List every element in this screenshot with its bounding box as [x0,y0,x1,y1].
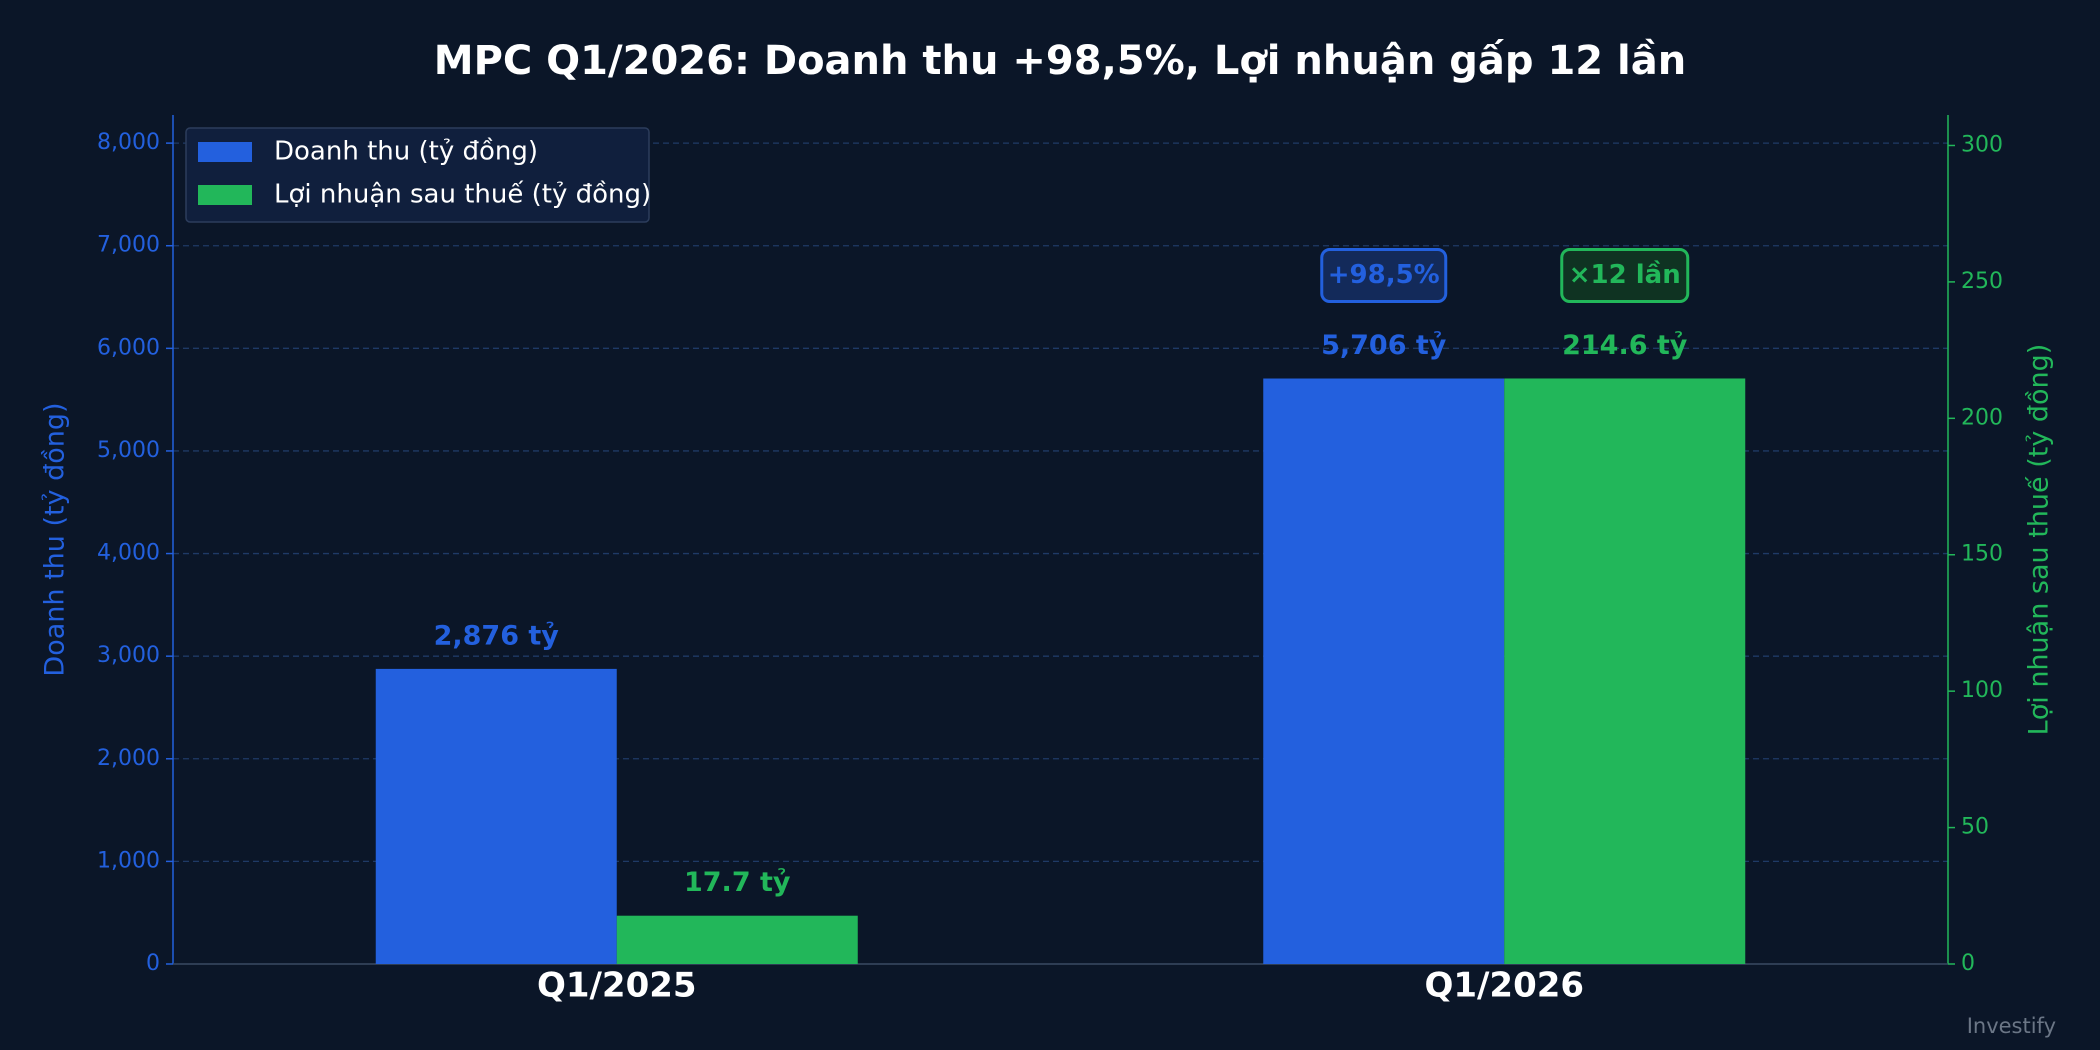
y2-tick-label: 50 [1961,815,1989,840]
bar [616,915,858,964]
y2-tick-label: 250 [1961,269,2003,294]
y-tick-label: 2,000 [97,746,160,771]
y-tick-label: 6,000 [97,335,160,360]
bar [1504,378,1746,964]
x-tick-label: Q1/2026 [1424,966,1584,1006]
y2-tick-label: 150 [1961,542,2003,567]
value-label: 2,876 tỷ [434,620,560,651]
watermark: Investify [1967,1014,2056,1038]
value-label: 214.6 tỷ [1562,330,1688,361]
bar [375,668,617,964]
legend-label: Lợi nhuận sau thuế (tỷ đồng) [274,180,651,210]
bar [1263,378,1505,964]
y2-tick-label: 300 [1961,132,2003,157]
legend-swatch [198,185,252,205]
annotation: +98,5% [1328,260,1440,290]
chart-title: MPC Q1/2026: Doanh thu +98,5%, Lợi nhuận… [434,38,1686,84]
y-tick-label: 5,000 [97,438,160,463]
legend-label: Doanh thu (tỷ đồng) [274,137,538,167]
y-tick-label: 4,000 [97,541,160,566]
y-tick-label: 0 [146,951,160,976]
value-label: 5,706 tỷ [1321,330,1447,361]
annotation: ×12 lần [1569,259,1681,290]
y2-tick-label: 0 [1961,951,1975,976]
x-tick-label: Q1/2025 [537,966,697,1006]
y-tick-label: 8,000 [97,130,160,155]
y-tick-label: 1,000 [97,848,160,873]
annotation-box [1560,247,1690,303]
legend-box [185,127,650,223]
y-axis-label: Doanh thu (tỷ đồng) [40,402,71,676]
y2-tick-label: 200 [1961,405,2003,430]
legend-swatch [198,142,252,162]
y-tick-label: 7,000 [97,233,160,258]
y2-axis-label: Lợi nhuận sau thuế (tỷ đồng) [2024,344,2055,736]
y2-tick-label: 100 [1961,678,2003,703]
annotation-box [1320,248,1448,304]
value-label: 17.7 tỷ [684,867,791,898]
y-tick-label: 3,000 [97,643,160,668]
